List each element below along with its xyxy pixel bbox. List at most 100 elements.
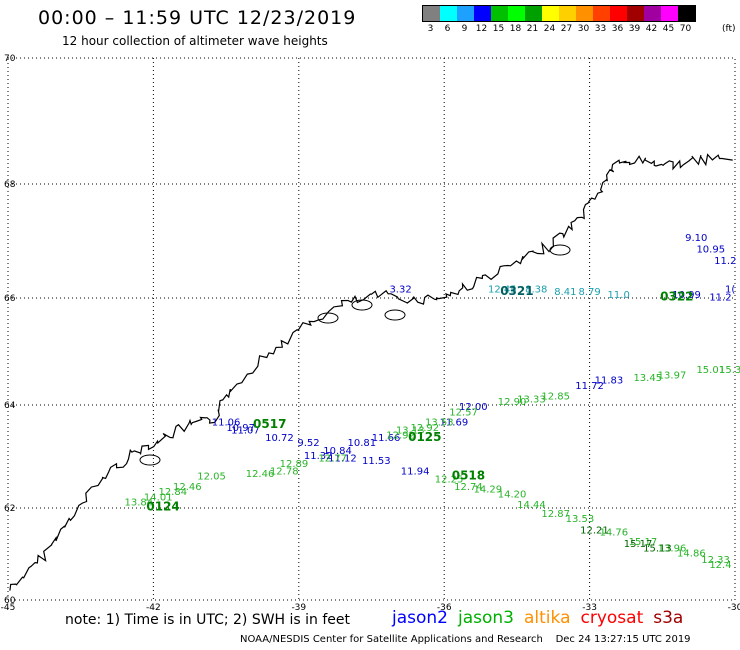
legend-unit: (ft) — [722, 24, 736, 34]
wave-height-label: 3.32 — [389, 284, 411, 295]
wave-height-label: 12.57 — [449, 407, 478, 418]
pass-time-label: 0518 — [452, 469, 485, 483]
lon-tick-label: -36 — [437, 603, 452, 613]
wave-height-label: 11.94 — [401, 467, 430, 478]
wave-height-label: 8.41 — [554, 287, 576, 298]
wave-height-label: 10.95 — [696, 244, 725, 255]
legend-label: 39 — [628, 24, 641, 34]
legend-label: 30 — [577, 24, 590, 34]
wave-height-label: 12.74 — [454, 482, 483, 493]
legend-swatch — [593, 6, 610, 21]
lat-tick-label: 70 — [4, 54, 16, 64]
wave-height-label: 12.84 — [158, 487, 187, 498]
lon-tick-label: -39 — [291, 603, 306, 613]
wave-height-label: 13.53 — [425, 418, 454, 429]
legend-label: 24 — [543, 24, 556, 34]
legend-label: 6 — [444, 24, 451, 34]
island-outline — [384, 309, 406, 321]
axis-tick-labels: -45 -42 -39 -36 -33 -30 70 68 66 64 62 60 — [1, 54, 740, 613]
legend-swatch — [576, 6, 593, 21]
legend-label: 45 — [662, 24, 675, 34]
lat-tick-label: 64 — [4, 401, 16, 411]
pass-time-label: 0321 — [500, 284, 533, 298]
satellite-s3a: s3a — [653, 608, 684, 628]
wave-height-label: 11.0 — [608, 290, 630, 301]
legend-swatch — [474, 6, 491, 21]
map-subtitle: 12 hour collection of altimeter wave hei… — [62, 34, 328, 48]
wave-height-label: 10.99 — [672, 290, 701, 301]
wave-height-label: 12.85 — [541, 392, 570, 403]
legend-swatch — [508, 6, 525, 21]
wave-height-label: 13.53 — [566, 514, 595, 525]
legend-label: 21 — [526, 24, 539, 34]
wave-height-label: 13.96 — [658, 544, 687, 555]
wave-height-label: 9.10 — [685, 233, 707, 244]
wave-height-label: 14.86 — [677, 548, 706, 559]
wave-height-label: 10.72 — [265, 433, 294, 444]
pass-time-label: 0124 — [146, 499, 179, 513]
lon-tick-label: -45 — [1, 603, 16, 613]
legend-swatch — [627, 6, 644, 21]
wave-height-label: 11.2 — [714, 256, 736, 267]
legend-label: 70 — [679, 24, 692, 34]
legend-label: 42 — [645, 24, 658, 34]
wave-height-label: 11.2 — [709, 293, 731, 304]
wave-height-label: 14.01 — [144, 492, 173, 503]
coastline-path — [9, 153, 733, 591]
wave-height-label: 12.45 — [488, 284, 517, 295]
legend-labels: 3 6 9 12 15 18 21 24 27 30 33 36 39 42 45 70 — [422, 24, 696, 34]
wave-height-label: 14.76 — [600, 528, 629, 539]
pass-time-label: 0322 — [660, 290, 693, 304]
pass-time-label: 0125 — [408, 430, 441, 444]
wave-height-label: 9.52 — [297, 438, 319, 449]
wave-height-label: 1( — [725, 284, 735, 295]
legend-swatches — [422, 5, 696, 22]
legend-swatch — [542, 6, 559, 21]
wave-height-label: 13.33 — [517, 394, 546, 405]
lat-tick-label: 68 — [4, 180, 16, 190]
footnote: note: 1) Time is in UTC; 2) SWH is in fe… — [65, 612, 351, 628]
wave-height-label: 11.07 — [231, 425, 260, 436]
lat-tick-label: 66 — [4, 294, 16, 304]
wave-height-label: 12.4 — [709, 560, 731, 571]
legend-label: 12 — [475, 24, 488, 34]
legend-swatch — [610, 6, 627, 21]
wave-height-label: 12.90 — [498, 397, 527, 408]
wave-height-label: 12.89 — [280, 459, 309, 470]
wave-height-label: 12.25 — [435, 474, 464, 485]
wave-height-label: 11.53 — [362, 456, 391, 467]
wave-height-label: 12.21 — [580, 525, 609, 536]
wave-height-label: 12.92 — [410, 423, 439, 434]
island-outline — [549, 244, 571, 256]
wave-height-label: 14.20 — [498, 490, 527, 501]
wave-height-label: 15.17 — [629, 537, 658, 548]
legend-swatch — [678, 6, 695, 21]
wave-height-label: 11.83 — [595, 376, 624, 387]
lon-tick-label: -42 — [146, 603, 161, 613]
legend-label: 36 — [611, 24, 624, 34]
legend-label: 3 — [427, 24, 434, 34]
wave-height-label: 11.72 — [575, 381, 604, 392]
island-outline — [139, 454, 161, 466]
wave-height-label: 11.12 — [328, 454, 357, 465]
greenland-coastline — [9, 153, 733, 591]
satellite-cryosat: cryosat — [580, 608, 644, 628]
legend-swatch — [559, 6, 576, 21]
wave-height-label: 12.33 — [701, 555, 730, 566]
legend-swatch — [457, 6, 474, 21]
legend-swatch — [440, 6, 457, 21]
wave-height-label: 8.79 — [578, 287, 600, 298]
wave-height-label: 15.13 — [643, 544, 672, 555]
satellite-legend: jason2 jason3 altika cryosat s3a — [392, 608, 693, 628]
satellite-altika: altika — [524, 608, 571, 628]
legend-swatch — [525, 6, 542, 21]
pass-time-labels: 0517 0125 0518 0124 0321 0322 — [146, 284, 693, 513]
wave-height-label: 10.97 — [226, 423, 255, 434]
legend-label: 33 — [594, 24, 607, 34]
lat-tick-label: 60 — [4, 596, 16, 606]
lat-tick-label: 62 — [4, 504, 15, 514]
wave-height-label: 13.13 — [396, 425, 425, 436]
wave-height-label: 11.06 — [212, 418, 241, 429]
legend-swatch — [661, 6, 678, 21]
